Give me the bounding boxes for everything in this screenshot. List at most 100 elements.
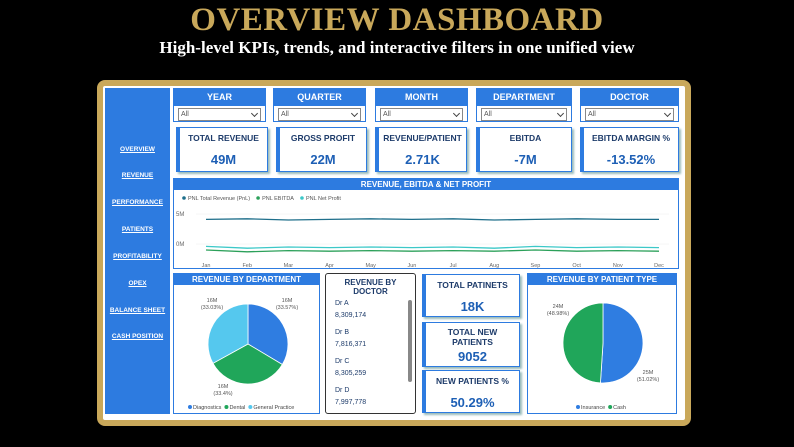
filter-label: MONTH [376,89,467,106]
nav-link[interactable]: CASH POSITION [111,333,164,340]
pie-slice [562,302,604,384]
subtitle: High-level KPIs, trends, and interactive… [159,38,635,57]
x-tick-label: Apr [325,263,334,268]
slice-label: (51.02%) [637,377,659,383]
nav-link[interactable]: PROFITABILITY [113,253,162,260]
kpi-card: TOTAL PATINETS 18K [422,274,520,317]
doctor-revenue: 8,309,174 [335,312,367,319]
legend-label: PNL EBITDA [262,196,294,202]
doctor-revenue: 8,305,259 [335,370,367,377]
legend-swatch [188,405,192,409]
filter[interactable]: DEPARTMENT All [476,88,572,122]
nav-link[interactable]: BALANCE SHEET [109,307,166,314]
nav-link[interactable]: PATIENTS [121,226,154,233]
kpi-card: REVENUE/PATIENT 2.71K [375,127,467,172]
dropdown[interactable]: All [278,108,361,121]
x-tick-label: Jul [450,263,457,268]
kpi-label: TOTAL PATINETS [437,280,508,290]
title: OVERVIEW DASHBOARD [190,2,604,38]
filter-label: DOCTOR [581,89,678,106]
slice-label: (48.98%) [547,311,569,317]
kpi-value: 49M [210,152,237,167]
filter[interactable]: DOCTOR All [580,88,679,122]
legend-label: Diagnostics [193,405,222,411]
nav-link[interactable]: OPEX [128,280,147,287]
kpi-card: EBITDA MARGIN % -13.52% [580,127,679,172]
kpi-label: REVENUE/PATIENT [383,133,462,143]
pie-chart: 25M(51.02%) 24M(48.98%) Insurance Cash [547,302,659,411]
filter[interactable]: YEAR All [173,88,266,122]
dropdown[interactable]: All [380,108,463,121]
kpi-value: -13.52% [606,152,656,167]
legend-swatch [248,405,253,409]
trend-panel: REVENUE, EBITDA & NET PROFIT PNL Total R… [173,178,679,269]
slice-amount: 16M [282,298,293,304]
x-tick-label: Nov [613,263,623,268]
filter-label: DEPARTMENT [477,89,571,106]
legend-swatch [224,405,229,409]
nav-link[interactable]: PERFORMANCE [112,199,163,206]
series-line [205,245,660,249]
slice-amount: 16M [207,298,218,304]
kpi-card: GROSS PROFIT 22M [276,127,367,172]
dropdown[interactable]: All [178,108,261,121]
line-chart: PNL Total Revenue (PnL) PNL EBITDA PNL Net… [176,196,669,268]
legend-swatch [256,196,260,200]
doctor-name: Dr B [335,329,349,336]
x-tick-label: Jan [202,263,211,268]
kpi-label: EBITDA MARGIN % [591,133,671,143]
doctor-table: REVENUE BY DOCTOR Dr A 8,309,174 Dr B 7,816… [325,273,416,414]
patient-type-panel: REVENUE BY PATIENT TYPE 25M (51.02%) 24M (4… [527,273,677,414]
doctor-name: Dr C [335,358,350,365]
legend-label: Dental [229,405,245,411]
department-panel: REVENUE BY DEPARTMENT 16M (33.57%) 16M (33.… [173,273,320,414]
slice-label: (33.03%) [201,305,223,311]
x-tick-label: Mar [284,263,294,268]
pie-chart: 16M(33.57%)16M(33.4%)16M(33.03%)Diagnost… [188,298,298,411]
slice-amount: 24M [553,304,564,310]
kpi-label: GROSS PROFIT [290,133,356,143]
pie-slice [207,303,249,364]
legend-swatch [182,196,186,200]
kpi-value: 9052 [458,349,487,364]
panel-title: REVENUE BY DEPARTMENT [174,274,319,285]
doctor-revenue: 7,997,778 [335,399,367,406]
slice-amount: 25M [643,370,654,376]
legend-label: PNL Total Revenue (PnL) [188,196,250,202]
kpi-label: TOTAL REVENUE [188,133,259,143]
panel-title: REVENUE, EBITDA & NET PROFIT [174,179,678,190]
y-tick-label: 5M [176,212,184,218]
x-tick-label: Sep [531,263,541,268]
dropdown[interactable]: All [481,108,567,121]
legend-swatch [608,405,613,409]
legend-swatch [576,405,580,409]
legend-label: PNL Net Profit [306,196,341,202]
dropdown[interactable]: All [585,108,674,121]
doctor-name: Dr D [335,387,350,394]
nav-link[interactable]: OVERVIEW [120,146,155,153]
kpi-value: 50.29% [450,395,495,410]
filter[interactable]: QUARTER All [273,88,366,122]
panel-title: REVENUE BY PATIENT TYPE [528,274,676,285]
kpi-card: NEW PATIENTS % 50.29% [422,370,520,413]
x-tick-label: Jun [407,263,416,268]
filter-label: YEAR [174,89,265,106]
scrollbar[interactable] [408,300,412,382]
x-tick-label: Oct [572,263,581,268]
legend-label: Insurance [581,405,605,411]
series-line [205,218,659,221]
kpi-value: 22M [310,152,336,167]
kpi-label: TOTAL NEW PATIENTS [447,327,498,347]
slice-label: (33.57%) [276,305,298,311]
kpi-card: EBITDA -7M [476,127,572,172]
kpi-label: NEW PATIENTS % [436,376,509,386]
filter[interactable]: MONTH All [375,88,468,122]
x-tick-label: Aug [489,263,499,268]
legend-swatch [300,196,304,200]
x-tick-label: Dec [654,263,664,268]
nav-link[interactable]: REVENUE [121,172,154,179]
slice-amount: 16M [218,384,229,390]
kpi-label: EBITDA [509,133,542,143]
sidebar: OVERVIEW REVENUE PERFORMANCE PATIENTS PROFIT… [105,88,170,414]
